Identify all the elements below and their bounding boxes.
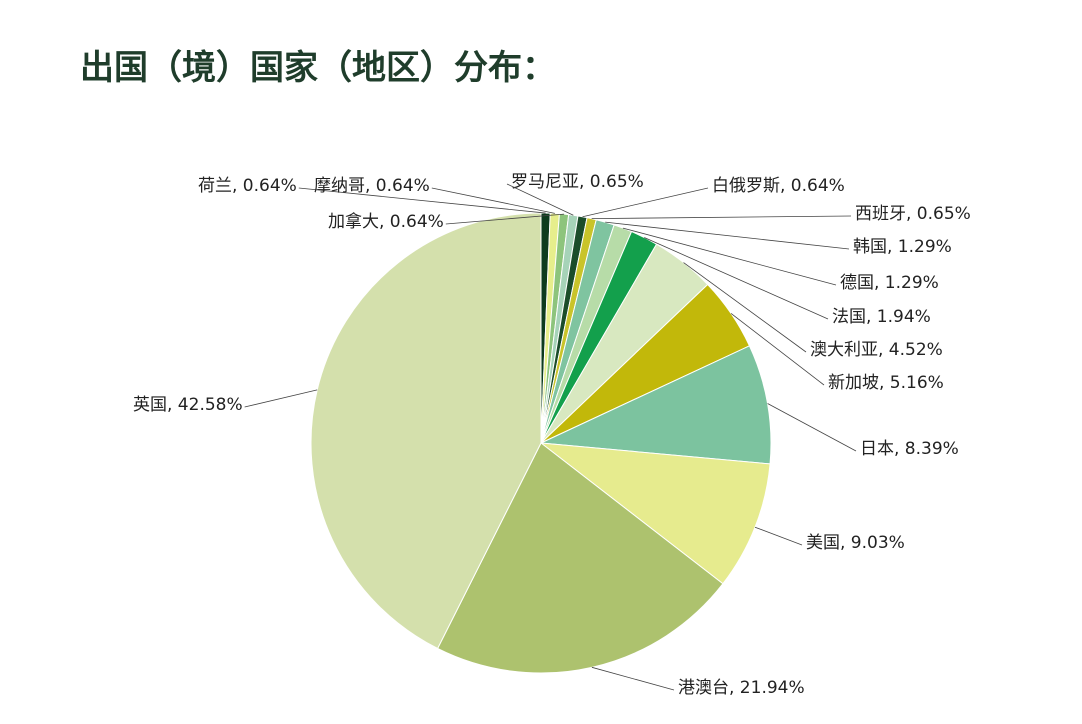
slice-label: 加拿大, 0.64% (328, 211, 444, 232)
pie-slice (310, 212, 542, 650)
leader-line (622, 227, 837, 286)
leader-line (591, 666, 675, 691)
chart-title: 出国（境）国家（地区）分布： (80, 48, 556, 88)
leader-line (591, 215, 852, 220)
slice-label: 英国, 42.58% (133, 395, 243, 415)
slice-label: 澳大利亚, 4.52% (810, 340, 943, 360)
leader-line (730, 313, 825, 386)
slice-label: 白俄罗斯, 0.64% (712, 176, 845, 196)
slice-label: 罗马尼亚, 0.65% (511, 172, 644, 192)
leader-line (506, 183, 574, 216)
leader-line (244, 389, 318, 408)
pie-slice (539, 345, 772, 465)
slice-label: 新加坡, 5.16% (828, 373, 944, 393)
leader-line (605, 221, 850, 250)
leader-line (683, 262, 807, 353)
leader-line (754, 526, 803, 546)
leader-line (445, 213, 565, 225)
slice-label: 法国, 1.94% (832, 307, 931, 327)
slice-label: 摩纳哥, 0.64% (314, 176, 430, 196)
slice-label: 德国, 1.29% (840, 273, 939, 293)
slice-label: 港澳台, 21.94% (678, 678, 805, 698)
slice-label: 西班牙, 0.65% (855, 204, 971, 224)
leader-line (582, 187, 709, 218)
pie-slice (539, 442, 771, 585)
leader-line (767, 403, 857, 452)
slice-label: 美国, 9.03% (806, 533, 905, 553)
slice-label: 日本, 8.39% (860, 439, 959, 459)
slice-label: 韩国, 1.29% (853, 237, 952, 257)
leader-line (644, 237, 829, 320)
slice-label: 荷兰, 0.64% (198, 176, 297, 196)
leader-line (298, 187, 546, 214)
leader-line (431, 187, 555, 214)
